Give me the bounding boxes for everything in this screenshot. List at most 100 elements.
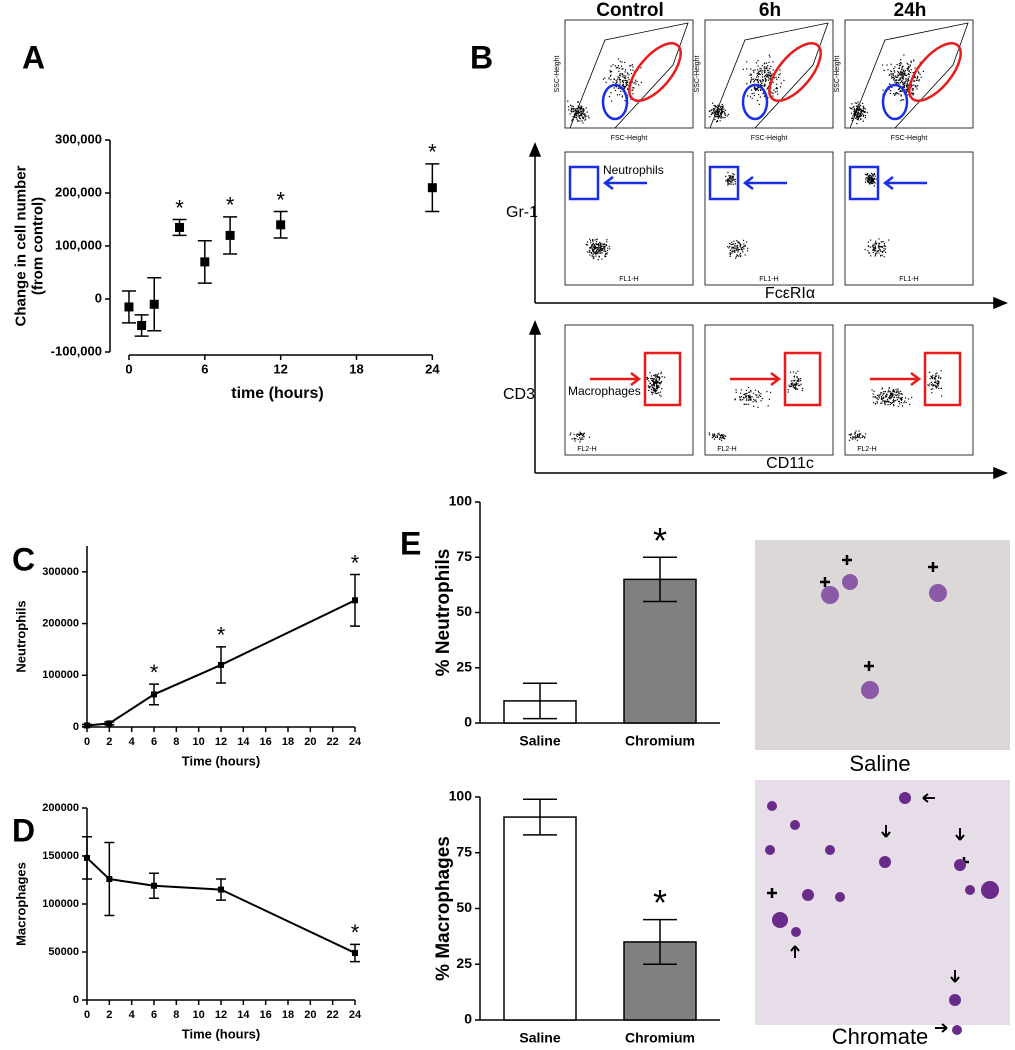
event-dot	[882, 396, 885, 398]
event-dot	[860, 111, 863, 114]
event-dot	[578, 115, 580, 118]
event-dot	[624, 85, 626, 88]
event-dot	[895, 75, 897, 77]
y-axis-label: % Macrophages	[433, 836, 454, 981]
event-dot	[653, 382, 656, 384]
event-dot	[731, 252, 733, 254]
event-dot	[935, 387, 937, 389]
event-dot	[749, 398, 751, 400]
event-dot	[719, 115, 721, 117]
event-dot	[902, 81, 904, 84]
event-dot	[579, 432, 581, 434]
event-dot	[729, 245, 731, 248]
event-dot	[862, 120, 864, 122]
event-dot	[791, 384, 793, 386]
gate	[601, 83, 629, 121]
event-dot	[567, 106, 570, 108]
event-dot	[726, 115, 728, 117]
event-dot	[622, 83, 625, 85]
event-dot	[892, 393, 894, 395]
significance: *	[217, 623, 226, 648]
x-tick-label: 10	[193, 736, 205, 748]
x-axis-label: Time (hours)	[182, 1026, 261, 1041]
event-dot	[661, 387, 663, 390]
event-dot	[600, 249, 603, 251]
event-dot	[574, 116, 576, 118]
event-dot	[769, 78, 771, 80]
event-dot	[609, 71, 611, 73]
event-dot	[752, 69, 754, 72]
point	[427, 183, 437, 193]
event-dot	[769, 76, 772, 78]
event-dot	[891, 396, 893, 398]
event-dot	[760, 84, 762, 86]
event-dot	[900, 76, 902, 79]
event-dot	[794, 379, 796, 381]
gate	[709, 22, 829, 129]
x-tick-label: 12	[273, 361, 287, 376]
event-dot	[654, 392, 656, 394]
axis-label: FcεRIα	[765, 285, 815, 302]
event-dot	[864, 117, 866, 119]
point	[124, 302, 134, 312]
event-dot	[864, 173, 866, 175]
event-dot	[624, 79, 627, 81]
event-dot	[858, 108, 860, 110]
event-dot	[777, 76, 780, 78]
event-dot	[848, 434, 850, 436]
event-dot	[744, 254, 746, 256]
event-dot	[881, 387, 884, 389]
event-dot	[749, 96, 752, 98]
event-dot	[593, 252, 595, 254]
event-dot	[901, 393, 903, 395]
event-dot	[927, 384, 929, 386]
event-dot	[749, 74, 751, 76]
event-dot	[903, 86, 905, 89]
event-dot	[717, 110, 719, 112]
event-dot	[734, 183, 737, 185]
event-dot	[657, 373, 659, 375]
event-dot	[731, 181, 733, 183]
y-axis-label-line: Change in cell number	[12, 165, 29, 326]
event-dot	[615, 86, 617, 88]
event-dot	[746, 61, 748, 63]
event-dot	[858, 107, 861, 109]
event-dot	[743, 245, 745, 247]
event-dot	[934, 382, 936, 384]
y-tick-label: 25	[456, 658, 472, 674]
event-dot	[745, 394, 747, 396]
event-dot	[717, 104, 719, 106]
event-dot	[890, 73, 892, 75]
event-dot	[751, 396, 753, 398]
event-dot	[744, 403, 746, 405]
event-dot	[758, 93, 760, 96]
event-dot	[878, 397, 881, 399]
event-dot	[938, 383, 940, 385]
event-dot	[586, 244, 589, 246]
event-dot	[797, 380, 799, 382]
event-dot	[734, 242, 737, 245]
event-dot	[856, 118, 858, 120]
event-dot	[868, 182, 871, 184]
event-dot	[725, 180, 727, 182]
event-dot	[749, 394, 751, 396]
event-dot	[877, 398, 879, 401]
x-tick-label: Chromium	[625, 733, 695, 749]
flow-events	[848, 370, 943, 441]
event-dot	[719, 436, 721, 438]
event-dot	[756, 99, 759, 102]
event-dot	[619, 73, 621, 75]
event-dot	[902, 65, 904, 68]
event-dot	[654, 373, 657, 376]
event-dot	[874, 250, 876, 252]
event-dot	[598, 256, 601, 258]
event-dot	[866, 177, 868, 179]
event-dot	[904, 74, 906, 76]
event-dot	[875, 243, 877, 245]
event-dot	[626, 80, 628, 82]
event-dot	[654, 378, 656, 380]
event-dot	[617, 78, 619, 80]
event-dot	[891, 75, 893, 77]
event-dot	[604, 244, 606, 246]
